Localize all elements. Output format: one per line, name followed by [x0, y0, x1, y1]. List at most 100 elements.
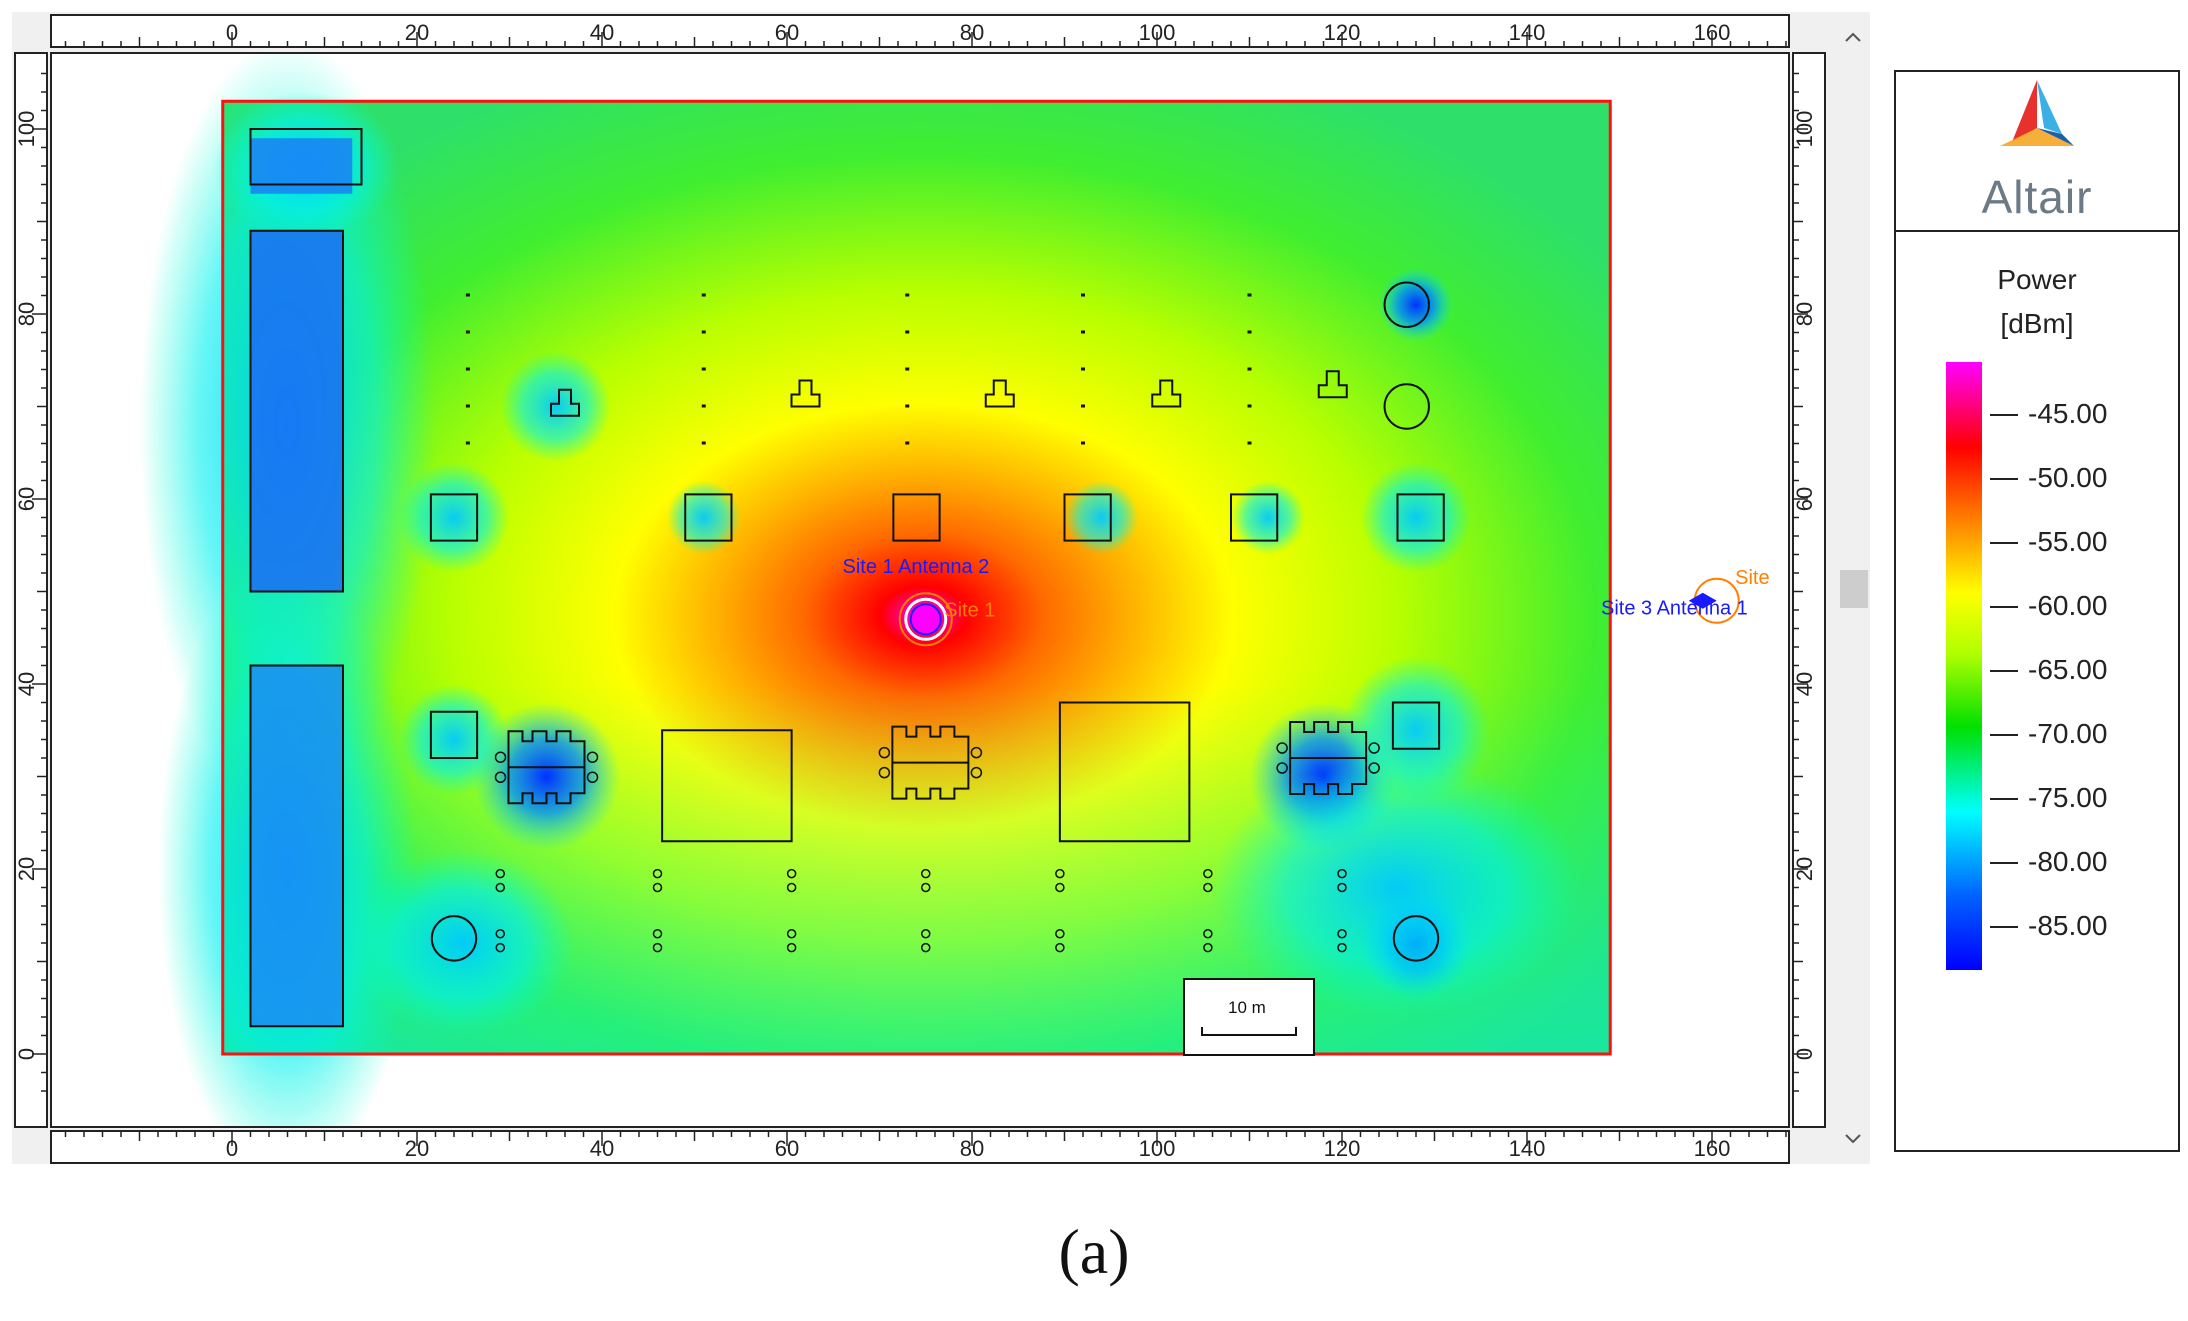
legend-tick-label: -55.00 — [2028, 526, 2108, 557]
marker-dot — [465, 330, 470, 334]
marker-dot — [701, 330, 706, 334]
ruler-tick-label: 160 — [1694, 20, 1731, 45]
site1-antenna-icon[interactable] — [909, 603, 942, 636]
ruler-tick-label: 100 — [16, 111, 39, 148]
hall-outline — [661, 729, 793, 843]
ruler-tick-label: 80 — [960, 1136, 984, 1161]
pillar-outline — [1230, 493, 1279, 542]
marker-dot — [701, 441, 706, 445]
ruler-tick-label: 40 — [590, 1136, 614, 1161]
site1-ring — [898, 592, 953, 647]
legend-tick-label: -65.00 — [2028, 654, 2108, 685]
ruler-right: 100 80 60 40 20 0 — [1792, 52, 1826, 1128]
pillar-outline — [892, 493, 941, 542]
ruler-tick-label: 80 — [1794, 302, 1817, 326]
signal-shadow-zone — [666, 480, 741, 555]
marker-dot — [1081, 293, 1085, 297]
post-outline — [1151, 379, 1182, 408]
bollard-outline — [921, 929, 931, 939]
building-outline — [249, 664, 344, 1028]
site3-antenna-icon[interactable] — [1688, 592, 1717, 609]
marker-dot — [905, 404, 910, 408]
brand-name: Altair — [1981, 171, 2093, 223]
legend-tick — [1990, 798, 2018, 800]
colorbar — [1946, 362, 1982, 970]
ruler-tick-label: 140 — [1509, 20, 1546, 45]
ruler-tick-label: 40 — [1794, 672, 1817, 696]
bollard-outline — [495, 882, 505, 893]
marker-dot — [701, 404, 706, 408]
ruler-tick-label: 120 — [1324, 20, 1361, 45]
column-outline — [1383, 281, 1430, 328]
bollard-outline — [1055, 929, 1065, 939]
marker-dot — [465, 404, 470, 408]
bollard-outline — [652, 882, 663, 893]
brand-logo: Altair — [1896, 72, 2178, 232]
marker-dot — [465, 367, 470, 371]
marker-dot — [1247, 367, 1252, 371]
ruler-tick-label: 60 — [775, 20, 799, 45]
legend-quantity: Power — [1997, 264, 2077, 295]
figure-caption: (a) — [1058, 1216, 1130, 1287]
legend-tick — [1990, 478, 2018, 480]
bollard-outline — [786, 868, 797, 879]
pillar-outline — [429, 710, 479, 759]
legend-tick — [1990, 734, 2018, 736]
signal-shadow-zone — [500, 351, 612, 462]
legend-panel: Altair Power [dBm] -45.00 -50.00 -55.00 -60… — [1894, 70, 2180, 1152]
scroll-thumb[interactable] — [1840, 570, 1868, 608]
bollard-outline — [652, 942, 663, 953]
ruler-tick-label: 0 — [1794, 1048, 1817, 1060]
legend-tick — [1990, 414, 2018, 416]
legend-tick-label: -50.00 — [2028, 462, 2108, 493]
signal-shadow-zone — [1231, 480, 1305, 555]
marker-dot — [905, 330, 910, 334]
legend-tick-label: -45.00 — [2028, 398, 2108, 429]
ruler-tick-label: 80 — [960, 20, 984, 45]
bollard-outline — [786, 929, 797, 939]
bollard-outline — [921, 868, 931, 879]
marker-dot — [1081, 404, 1085, 408]
ruler-tick-label: 60 — [16, 487, 39, 511]
ruler-tick-label: 160 — [1694, 1136, 1731, 1161]
ruler-tick-label: 40 — [16, 672, 39, 696]
bollard-outline — [1055, 882, 1065, 893]
ruler-tick-label: 100 — [1794, 111, 1817, 148]
marker-dot — [465, 441, 470, 445]
scroll-down-button[interactable] — [1836, 1122, 1870, 1156]
ruler-tick-label: 0 — [16, 1048, 39, 1060]
post-outline — [550, 388, 580, 417]
bollard-outline — [1337, 868, 1347, 879]
building-outline — [249, 229, 344, 593]
post-outline — [790, 379, 821, 408]
chevron-down-icon — [1845, 1134, 1861, 1144]
legend-unit: [dBm] — [2000, 308, 2074, 339]
scale-bar-label: 10 m — [1228, 998, 1266, 1017]
scroll-up-button[interactable] — [1836, 20, 1870, 54]
site1-label: Site 1 — [944, 599, 995, 621]
pillar-outline — [1396, 493, 1445, 542]
marker-dot — [1247, 330, 1252, 334]
legend-tick — [1990, 606, 2018, 608]
vertical-scrollbar[interactable] — [1836, 12, 1870, 1164]
building-shadow — [250, 230, 343, 592]
legend-tick-label: -85.00 — [2028, 910, 2108, 941]
column-outline — [1392, 915, 1440, 962]
hall-outline — [1058, 701, 1191, 843]
chevron-up-icon — [1845, 32, 1861, 42]
site1-antenna2-label: Site 1 Antenna 2 — [843, 556, 990, 578]
bollard-outline — [921, 882, 931, 893]
legend-tick — [1990, 926, 2018, 928]
legend-tick-label: -80.00 — [2028, 846, 2108, 877]
structure-outline — [507, 730, 586, 805]
legend-tick-label: -75.00 — [2028, 782, 2108, 813]
bollard-outline — [495, 868, 505, 879]
column-outline — [1383, 383, 1430, 430]
bollard-outline — [786, 882, 797, 893]
ruler-tick-label: 80 — [16, 302, 39, 326]
post-outline — [1317, 370, 1348, 399]
signal-shadow-zone — [1212, 758, 1583, 1017]
signal-shadow-zone — [472, 702, 621, 851]
ruler-tick-label: 20 — [405, 20, 429, 45]
coverage-map[interactable]: Site 1 Antenna 2 Site 1 Site 3 Antenna 1 Si… — [50, 52, 1790, 1128]
